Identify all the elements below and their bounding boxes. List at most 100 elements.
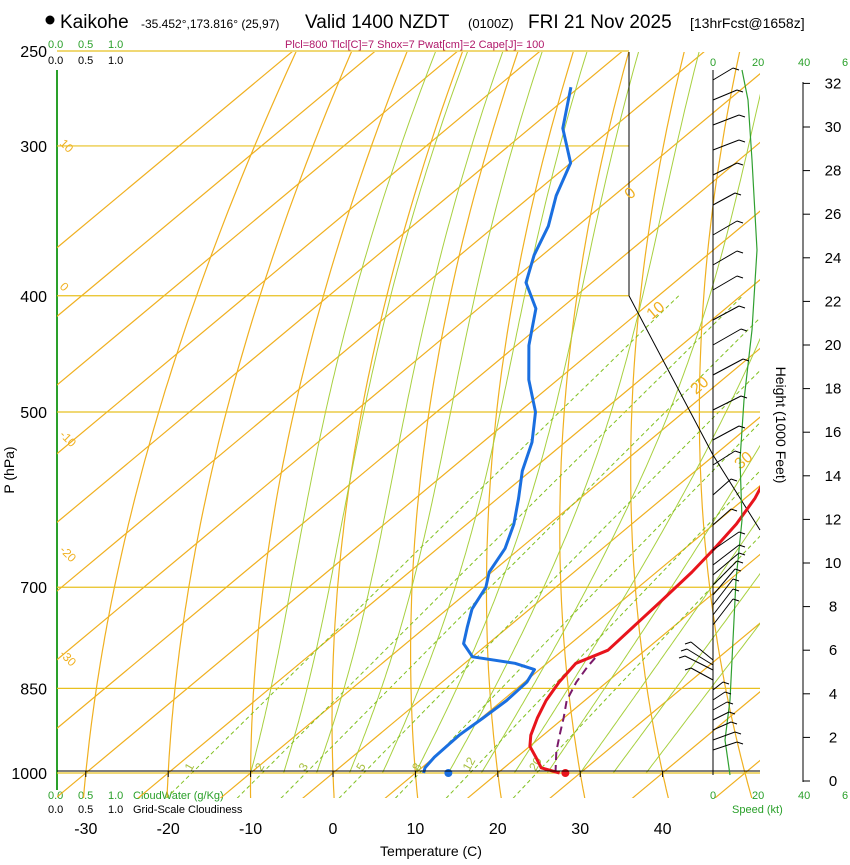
- parcel-trace: [554, 656, 597, 774]
- wind-barb-flag: [722, 681, 730, 685]
- wind-barb-flag: [736, 560, 744, 564]
- wind-barb: [712, 162, 738, 176]
- wind-barb-flag: [738, 425, 746, 429]
- mixing-ratio-line: [280, 317, 760, 798]
- wind-barb: [712, 588, 734, 616]
- wind-barb: [712, 395, 742, 411]
- wind-barb: [712, 681, 724, 691]
- wind-barb: [690, 641, 714, 661]
- isotherm-label: -20: [57, 543, 79, 565]
- moist-adiabat-line: [283, 52, 468, 774]
- wind-barb-flag: [738, 139, 746, 143]
- height-tick-label: 30: [825, 119, 842, 136]
- location-dot-icon: [45, 15, 55, 25]
- wind-barb: [712, 114, 740, 126]
- wind-barb: [712, 192, 736, 206]
- mixing-ratio-line: [445, 470, 760, 798]
- isotherm-label: 10: [57, 136, 77, 156]
- wind-barb: [712, 741, 738, 751]
- isotherm-line: [57, 52, 705, 592]
- wind-barb-flag: [684, 641, 692, 645]
- wind-barb-flag: [736, 741, 744, 745]
- temperature-trace: [528, 485, 760, 775]
- cloudiness-scale-top-0: 0.0: [48, 55, 63, 67]
- wind-barb: [686, 648, 714, 666]
- background-grid: [57, 52, 760, 798]
- moist-adiabat-line: [546, 444, 760, 774]
- wind-barb-flag: [740, 395, 748, 399]
- wind-speed-top-0: 0: [710, 57, 716, 69]
- isotherm-label: -10: [57, 428, 79, 450]
- height-tick-label: 12: [825, 511, 842, 528]
- sounding-traces: [422, 86, 760, 775]
- height-tick-label: 22: [825, 293, 842, 310]
- wind-barb-flag: [726, 701, 734, 705]
- pressure-axis: 250 300 400 500 700 850 1000: [11, 44, 47, 783]
- surface-temperature-marker: [561, 769, 570, 777]
- cloudiness-scale-bottom-0: 0.0: [48, 804, 63, 816]
- isobars: [57, 50, 761, 774]
- moist-adiabat-line: [316, 52, 504, 774]
- parcel-params: Plcl=800 Tlcl[C]=7 Shox=7 Pwat[cm]=2 Cap…: [285, 39, 544, 51]
- isotherm-line: [384, 485, 760, 798]
- wind-barb-flag: [738, 305, 746, 309]
- cloud-scale-top-1: 0.5: [78, 39, 93, 51]
- wind-speed-bottom-1: 20: [752, 790, 764, 802]
- wind-speed-label: Speed (kt): [732, 804, 783, 816]
- wind-barb: [712, 305, 740, 321]
- pressure-tick-label: 300: [20, 139, 47, 156]
- temperature-axis: -30 -20 -10 0 10 20 30 40: [57, 770, 760, 838]
- valid-time: Valid 1400 NZDT: [305, 12, 450, 33]
- pressure-tick-label: 400: [20, 289, 47, 306]
- cloudiness-scale-top-2: 1.0: [108, 55, 123, 67]
- wind-barb-flag: [738, 552, 746, 556]
- dry-adiabat-line: [485, 52, 574, 798]
- dry-adiabat-line: [630, 52, 685, 798]
- valid-date: FRI 21 Nov 2025: [528, 12, 672, 33]
- wind-barb-flag: [736, 162, 744, 166]
- wind-barb-flag: [734, 450, 742, 454]
- temperature-tick-label: -20: [157, 821, 180, 838]
- wind-barb-flag: [734, 731, 742, 735]
- dry-adiabat-label: 30: [732, 449, 757, 474]
- wind-barb-flag: [738, 114, 746, 118]
- wind-barb-flag: [684, 667, 692, 671]
- cloud-scale-bottom-2: 1.0: [108, 790, 123, 802]
- wind-barb: [712, 250, 738, 266]
- wind-barb-flag: [734, 192, 742, 196]
- wind-barb: [712, 560, 738, 586]
- height-tick-label: 4: [829, 686, 837, 703]
- isotherm-line: [466, 553, 760, 798]
- wind-barb-flag: [724, 691, 732, 695]
- moist-adiabat-line: [349, 52, 543, 774]
- dry-adiabat-line: [410, 52, 519, 798]
- wind-barb: [712, 578, 734, 606]
- wind-barb: [712, 552, 740, 576]
- wind-barb: [712, 450, 736, 466]
- height-tick-label: 16: [825, 424, 842, 441]
- wind-barb: [712, 568, 736, 596]
- pressure-tick-label: 250: [20, 44, 47, 61]
- wind-barb: [712, 220, 738, 236]
- wind-barb-flag: [734, 568, 742, 572]
- wind-speed-curve: [724, 69, 758, 776]
- moist-adiabat-line: [513, 337, 760, 774]
- height-tick-label: 32: [825, 75, 842, 92]
- wind-speed-top-3: 6: [842, 57, 848, 69]
- isotherm-line: [57, 141, 760, 730]
- cloudwater-label: CloudWater (g/Kg): [133, 790, 224, 802]
- wind-barb: [712, 691, 726, 701]
- wind-speed-bottom-2: 40: [798, 790, 810, 802]
- cloudiness-label: Grid-Scale Cloudiness: [133, 804, 243, 816]
- isotherm-line: [57, 52, 376, 318]
- wind-barb-flag: [732, 67, 740, 71]
- wind-speed-bottom-0: 0: [710, 790, 716, 802]
- height-tick-label: 0: [829, 773, 837, 790]
- wind-barb-flag: [740, 328, 748, 332]
- height-tick-label: 10: [825, 555, 842, 572]
- cloud-scale-bottom-1: 0.5: [78, 790, 93, 802]
- height-tick-label: 6: [829, 642, 837, 659]
- pressure-tick-label: 850: [20, 681, 47, 698]
- surface-dewpoint-marker: [444, 769, 453, 777]
